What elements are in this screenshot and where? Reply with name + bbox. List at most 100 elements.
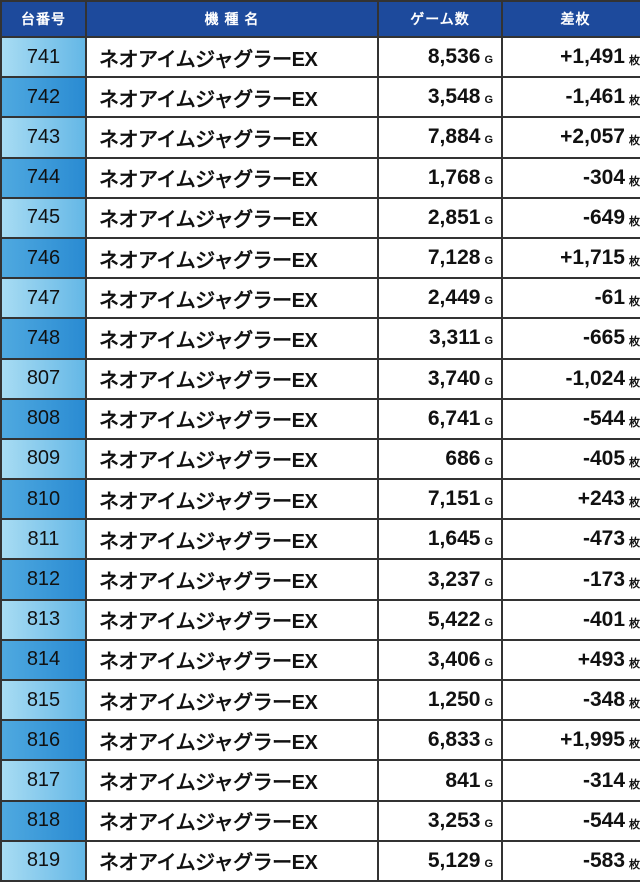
game-count-value: 8,536: [427, 45, 481, 69]
game-count-value: 7,151: [427, 487, 481, 511]
game-count-value: 1,250: [427, 688, 481, 712]
machine-name-cell: ネオアイムジャグラーEX: [87, 238, 377, 278]
game-count-cell: 6,741 G: [379, 399, 501, 438]
medal-unit-label: 枚: [629, 376, 640, 389]
game-count-cell: 1,768 G: [379, 158, 501, 197]
machine-name-cell: ネオアイムジャグラーEX: [87, 359, 377, 398]
medal-difference-value: -544: [582, 406, 625, 430]
machine-name-cell: ネオアイムジャグラーEX: [87, 78, 377, 117]
game-unit-label: G: [484, 295, 493, 308]
medal-unit-label: 枚: [629, 336, 640, 349]
game-count-cell: 6,833 G: [379, 721, 501, 760]
medal-difference-cell: +493 枚: [503, 640, 640, 680]
game-count-cell: 1,645 G: [379, 520, 501, 559]
game-count-cell: 5,129 G: [379, 841, 501, 880]
game-unit-label: G: [484, 54, 493, 67]
game-count-cell: 5,422 G: [379, 600, 501, 639]
machine-name-cell: ネオアイムジャグラーEX: [87, 198, 377, 237]
game-count-cell: 3,311 G: [379, 319, 501, 358]
machine-number-cell: 816: [2, 721, 85, 760]
machine-name-cell: ネオアイムジャグラーEX: [87, 118, 377, 157]
medal-difference-value: -1,024: [565, 366, 625, 390]
medal-difference-value: -61: [594, 286, 625, 310]
medal-difference-value: +1,491: [560, 45, 625, 69]
medal-unit-label: 枚: [629, 858, 640, 871]
machine-number-cell: 807: [2, 359, 85, 398]
medal-unit-label: 枚: [629, 818, 640, 831]
machine-name-cell: ネオアイムジャグラーEX: [87, 560, 377, 599]
medal-difference-cell: -473 枚: [503, 520, 640, 559]
medal-unit-label: 枚: [629, 416, 640, 429]
machine-name-cell: ネオアイムジャグラーEX: [87, 841, 377, 880]
game-count-value: 5,422: [427, 607, 481, 631]
medal-unit-label: 枚: [629, 537, 640, 550]
game-count-value: 2,851: [427, 205, 481, 229]
medal-unit-label: 枚: [629, 738, 640, 751]
medal-difference-value: -304: [582, 165, 625, 189]
machine-number-cell: 813: [2, 600, 85, 639]
game-unit-label: G: [484, 737, 493, 750]
machine-number-cell: 811: [2, 520, 85, 559]
game-unit-label: G: [484, 214, 493, 227]
medal-unit-label: 枚: [629, 135, 640, 148]
game-unit-label: G: [484, 616, 493, 629]
medal-difference-cell: +1,715 枚: [503, 238, 640, 278]
game-count-value: 5,129: [427, 848, 481, 872]
game-unit-label: G: [484, 536, 493, 549]
machine-number-cell: 815: [2, 681, 85, 720]
game-count-value: 1,768: [427, 165, 481, 189]
medal-difference-value: +2,057: [560, 125, 625, 149]
game-count-cell: 2,851 G: [379, 198, 501, 237]
game-count-value: 3,548: [427, 85, 481, 109]
medal-difference-value: -348: [582, 688, 625, 712]
game-count-value: 3,253: [427, 808, 481, 832]
machine-number-cell: 817: [2, 761, 85, 800]
medal-unit-label: 枚: [629, 617, 640, 630]
medal-difference-cell: -405 枚: [503, 439, 640, 479]
machine-number-cell: 743: [2, 118, 85, 157]
medal-difference-cell: -173 枚: [503, 560, 640, 599]
game-unit-label: G: [484, 335, 493, 348]
header-diff: 差枚: [503, 2, 640, 36]
medal-difference-cell: -304 枚: [503, 158, 640, 197]
machine-number-cell: 814: [2, 640, 85, 680]
medal-unit-label: 枚: [629, 256, 640, 269]
medal-unit-label: 枚: [629, 778, 640, 791]
medal-difference-cell: -401 枚: [503, 600, 640, 639]
medal-difference-cell: -1,461 枚: [503, 78, 640, 117]
medal-difference-value: +493: [577, 647, 625, 671]
medal-difference-cell: -1,024 枚: [503, 359, 640, 398]
machine-number-cell: 745: [2, 198, 85, 237]
game-count-cell: 7,151 G: [379, 480, 501, 519]
game-unit-label: G: [484, 697, 493, 710]
medal-difference-value: -173: [582, 567, 625, 591]
machine-name-cell: ネオアイムジャグラーEX: [87, 801, 377, 840]
game-count-value: 6,741: [427, 406, 481, 430]
machine-number-cell: 810: [2, 480, 85, 519]
machine-name-cell: ネオアイムジャグラーEX: [87, 600, 377, 639]
medal-difference-cell: -348 枚: [503, 681, 640, 720]
game-count-cell: 2,449 G: [379, 279, 501, 318]
game-count-value: 2,449: [427, 286, 481, 310]
game-unit-label: G: [484, 817, 493, 830]
game-count-cell: 3,548 G: [379, 78, 501, 117]
medal-unit-label: 枚: [629, 497, 640, 510]
medal-unit-label: 枚: [629, 698, 640, 711]
game-unit-label: G: [484, 496, 493, 509]
game-count-cell: 686 G: [379, 439, 501, 479]
medal-unit-label: 枚: [629, 296, 640, 309]
medal-difference-cell: -544 枚: [503, 801, 640, 840]
medal-difference-value: +243: [577, 487, 625, 511]
medal-difference-cell: -544 枚: [503, 399, 640, 438]
game-count-value: 686: [445, 446, 481, 470]
medal-difference-value: -314: [582, 768, 625, 792]
game-count-value: 6,833: [427, 728, 481, 752]
game-count-cell: 3,237 G: [379, 560, 501, 599]
game-count-cell: 7,128 G: [379, 238, 501, 278]
game-unit-label: G: [484, 857, 493, 870]
machine-number-cell: 747: [2, 279, 85, 318]
game-count-value: 3,740: [427, 366, 481, 390]
game-unit-label: G: [484, 576, 493, 589]
medal-difference-value: +1,715: [560, 246, 625, 270]
medal-unit-label: 枚: [629, 95, 640, 108]
